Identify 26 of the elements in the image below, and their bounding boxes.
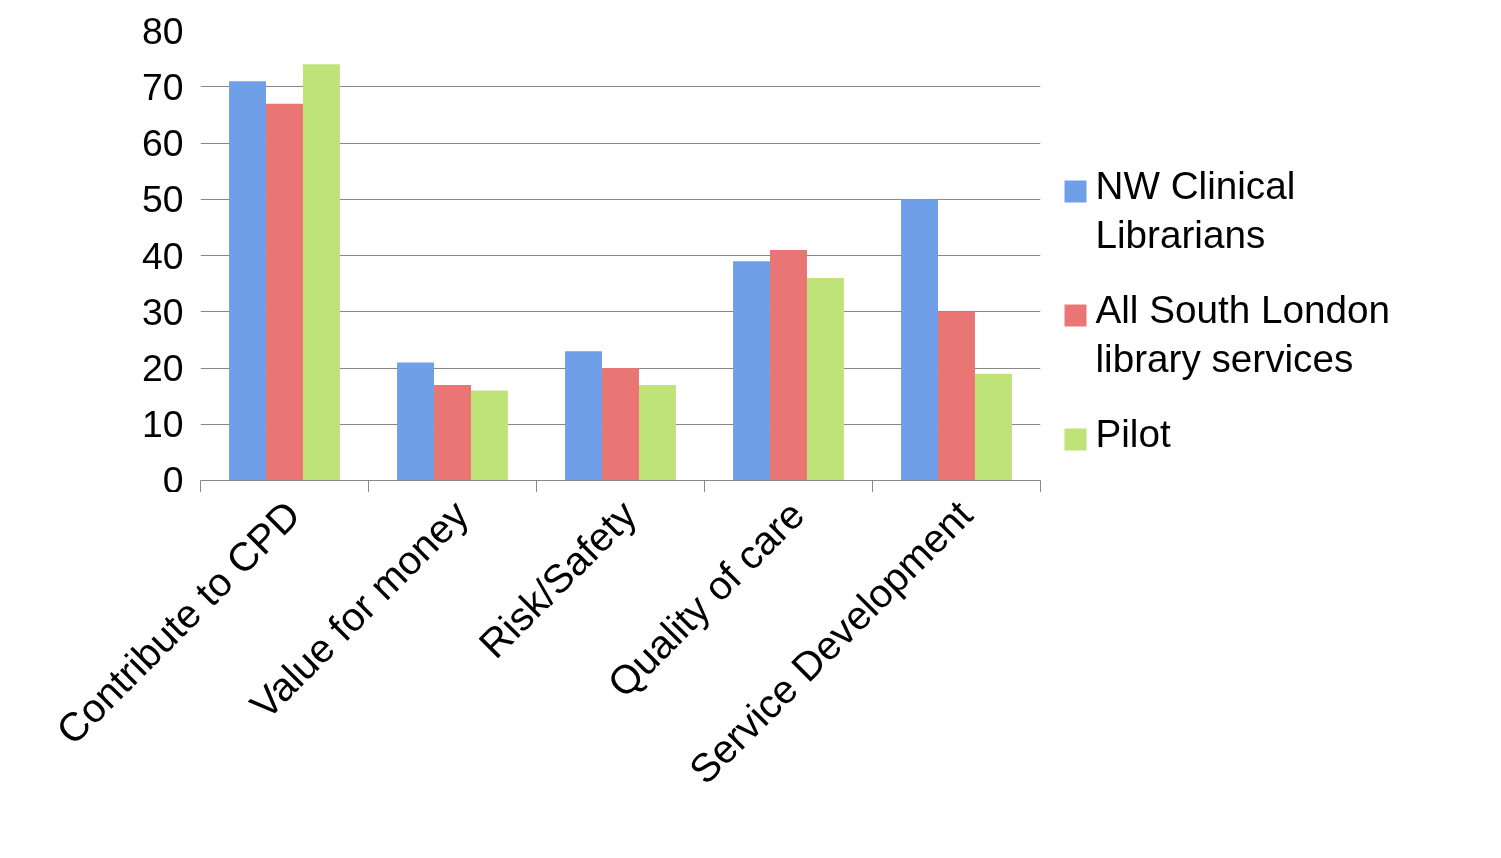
bar: [266, 103, 303, 481]
bar: [565, 351, 603, 481]
y-tick-label: 80: [141, 9, 184, 52]
bar: [434, 384, 471, 481]
y-tick-label: 60: [141, 122, 184, 164]
legend-label: All South London library services: [1095, 287, 1390, 380]
bar: [602, 368, 639, 481]
bar: [974, 373, 1012, 481]
y-tick-label: 40: [141, 234, 184, 277]
bar: [938, 311, 975, 481]
bar: [770, 249, 807, 481]
bar: [733, 261, 771, 481]
y-tick-label: 30: [141, 290, 184, 333]
y-tick-label: 20: [141, 347, 184, 389]
legend-label: NW Clinical Librarians: [1095, 163, 1296, 256]
legend-label: Pilot: [1095, 411, 1171, 455]
y-tick-label: 70: [141, 65, 184, 108]
bar: [470, 390, 508, 481]
bar: [229, 81, 267, 481]
y-tick-label: 50: [141, 178, 184, 221]
bar: [397, 362, 435, 481]
bar: [901, 199, 939, 481]
bar: [806, 278, 844, 481]
y-tick-label: 10: [141, 403, 184, 446]
bar: [302, 64, 340, 481]
bar: [638, 384, 676, 481]
